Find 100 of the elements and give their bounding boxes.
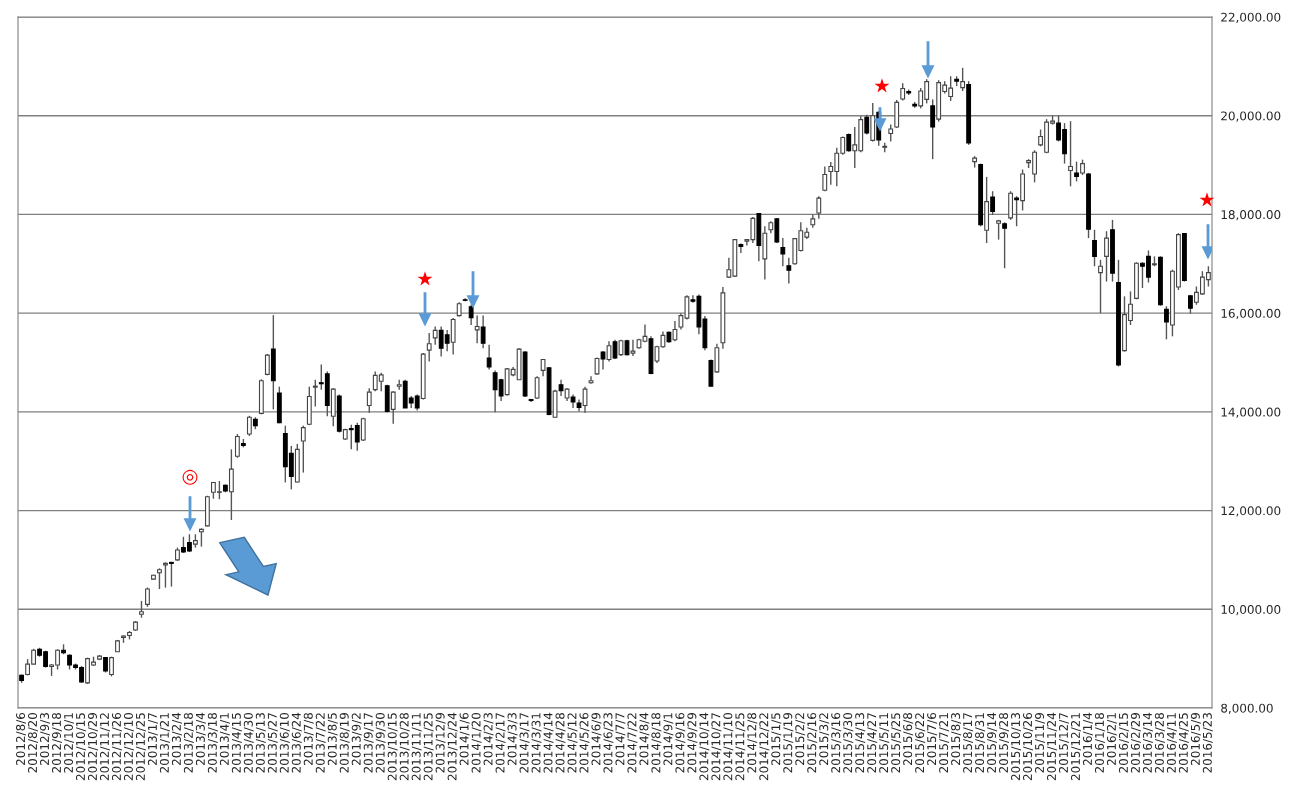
x-tick-label: 2014/6/23 [603,713,614,773]
annotation: ★ [1199,192,1215,207]
candlestick [780,237,786,267]
candlestick [450,317,456,356]
x-tick-label: 2013/10/15 [387,713,398,781]
candlestick [199,527,204,548]
x-tick-label: 2013/7/8 [303,712,314,765]
x-tick-label: 2014/9/1 [663,713,674,765]
candlestick [426,332,432,363]
x-tick-label: 2014/12/8 [747,712,758,773]
x-tick-label: 2014/3/17 [519,713,530,773]
candlestick [672,320,678,342]
candlestick [228,448,234,521]
x-tick-label: 2013/4/30 [243,712,254,773]
candlestick [366,387,372,414]
x-tick-label: 2014/9/16 [675,712,686,773]
candlestick [390,390,396,425]
x-tick-label: 2013/9/30 [375,712,386,773]
x-tick-label: 2012/9/18 [51,712,62,773]
x-tick-label: 2014/11/10 [723,712,734,781]
candlestick [246,415,252,437]
x-tick-label: 2014/3/3 [507,713,518,765]
candlestick [157,567,162,590]
y-tick-label: 10,000.00 [1221,604,1281,616]
x-tick-label: 2016/4/25 [1178,713,1189,773]
x-tick-label: 2015/5/11 [879,713,890,773]
candlestick [1068,120,1073,187]
x-tick-label: 2016/3/28 [1154,712,1165,773]
x-tick-label: 2014/4/14 [543,712,554,773]
x-tick-label: 2013/2/18 [183,712,194,773]
candlestick [960,67,966,92]
x-tick-label: 2016/4/11 [1166,713,1177,773]
x-tick-label: 2015/12/21 [1070,713,1081,781]
x-tick-label: 2012/12/10 [123,712,134,781]
y-tick-label: 12,000.00 [1221,506,1281,517]
x-tick-label: 2016/5/9 [1190,713,1201,765]
y-tick-label: 14,000.00 [1221,407,1281,418]
candlestick [930,98,936,160]
x-tick-label: 2012/10/15 [75,713,86,781]
x-tick-label: 2013/1/7 [147,713,158,765]
x-tick-label: 2015/7/6 [927,712,938,765]
candlestick [468,304,474,326]
x-tick-label: 2015/9/14 [987,712,998,773]
candlestick [1074,160,1079,183]
x-tick-label: 2015/10/13 [1011,713,1021,781]
x-tick-label: 2014/12/22 [759,713,770,781]
candlestick [1164,305,1169,340]
x-tick-label: 2015/3/16 [831,712,842,773]
x-tick-label: 2016/5/23 [1202,713,1213,773]
x-tick-label: 2013/7/22 [315,713,326,773]
candlestick [1014,195,1020,227]
x-tick-label: 2013/6/10 [279,712,290,773]
x-tick-label: 2013/12/24 [447,712,458,781]
x-tick-label: 2013/11/25 [423,713,434,781]
x-tick-label: 2015/1/5 [771,713,782,765]
x-tick-label: 2015/3/2 [819,713,830,765]
candlestick [588,375,594,385]
x-tick-label: 2015/3/30 [843,712,854,773]
x-tick-label: 2013/4/15 [231,713,242,773]
x-tick-label: 2014/2/3 [483,713,494,765]
candlestick [846,132,852,153]
x-tick-label: 2013/9/17 [363,713,374,773]
candlestick [163,561,168,589]
x-tick-label: 2013/2/4 [171,712,182,765]
candlestick [786,257,792,285]
candlestick [312,379,318,408]
x-tick-label: 2012/10/1 [63,713,74,773]
annotation: ★ [417,271,433,286]
candlestick [474,314,480,344]
candlestick [816,195,822,220]
candlestick [606,340,612,363]
x-tick-label: 2013/5/27 [267,713,278,773]
x-tick-label: 2015/2/2 [795,713,806,765]
x-tick-label: 2016/1/18 [1094,712,1105,773]
y-tick-label: 20,000.00 [1221,111,1281,122]
x-tick-label: 2012/12/25 [135,713,146,781]
x-tick-label: 2013/10/28 [399,712,410,781]
x-tick-label: 2015/6/22 [915,713,926,773]
candlestick [1104,230,1109,283]
x-tick-label: 2013/8/5 [327,713,338,765]
y-tick-label: 16,000.00 [1221,308,1281,320]
x-tick-label: 2012/9/3 [40,713,50,765]
x-tick-label: 2015/8/17 [963,713,974,773]
x-tick-label: 2014/1/20 [471,712,482,773]
x-tick-label: 2016/2/1 [1106,713,1117,765]
x-tick-label: 2014/3/31 [531,713,542,773]
x-tick-label: 2015/12/7 [1058,713,1069,773]
candlestick [480,314,486,349]
candlestick [169,561,174,588]
candlestick [1098,259,1103,314]
x-tick-label: 2015/8/3 [951,713,962,765]
x-tick-label: 2015/4/27 [867,713,878,773]
x-tick-label: 2012/8/6 [16,712,26,765]
candlestick [234,433,240,459]
candlestick [1092,229,1097,267]
x-tick-label: 2013/3/4 [195,712,206,765]
x-tick-label: 2016/1/4 [1082,712,1093,765]
x-tick-label: 2016/2/15 [1118,713,1129,773]
x-tick-label: 2015/2/16 [807,712,818,773]
y-tick-label: 22,000.00 [1221,12,1281,23]
